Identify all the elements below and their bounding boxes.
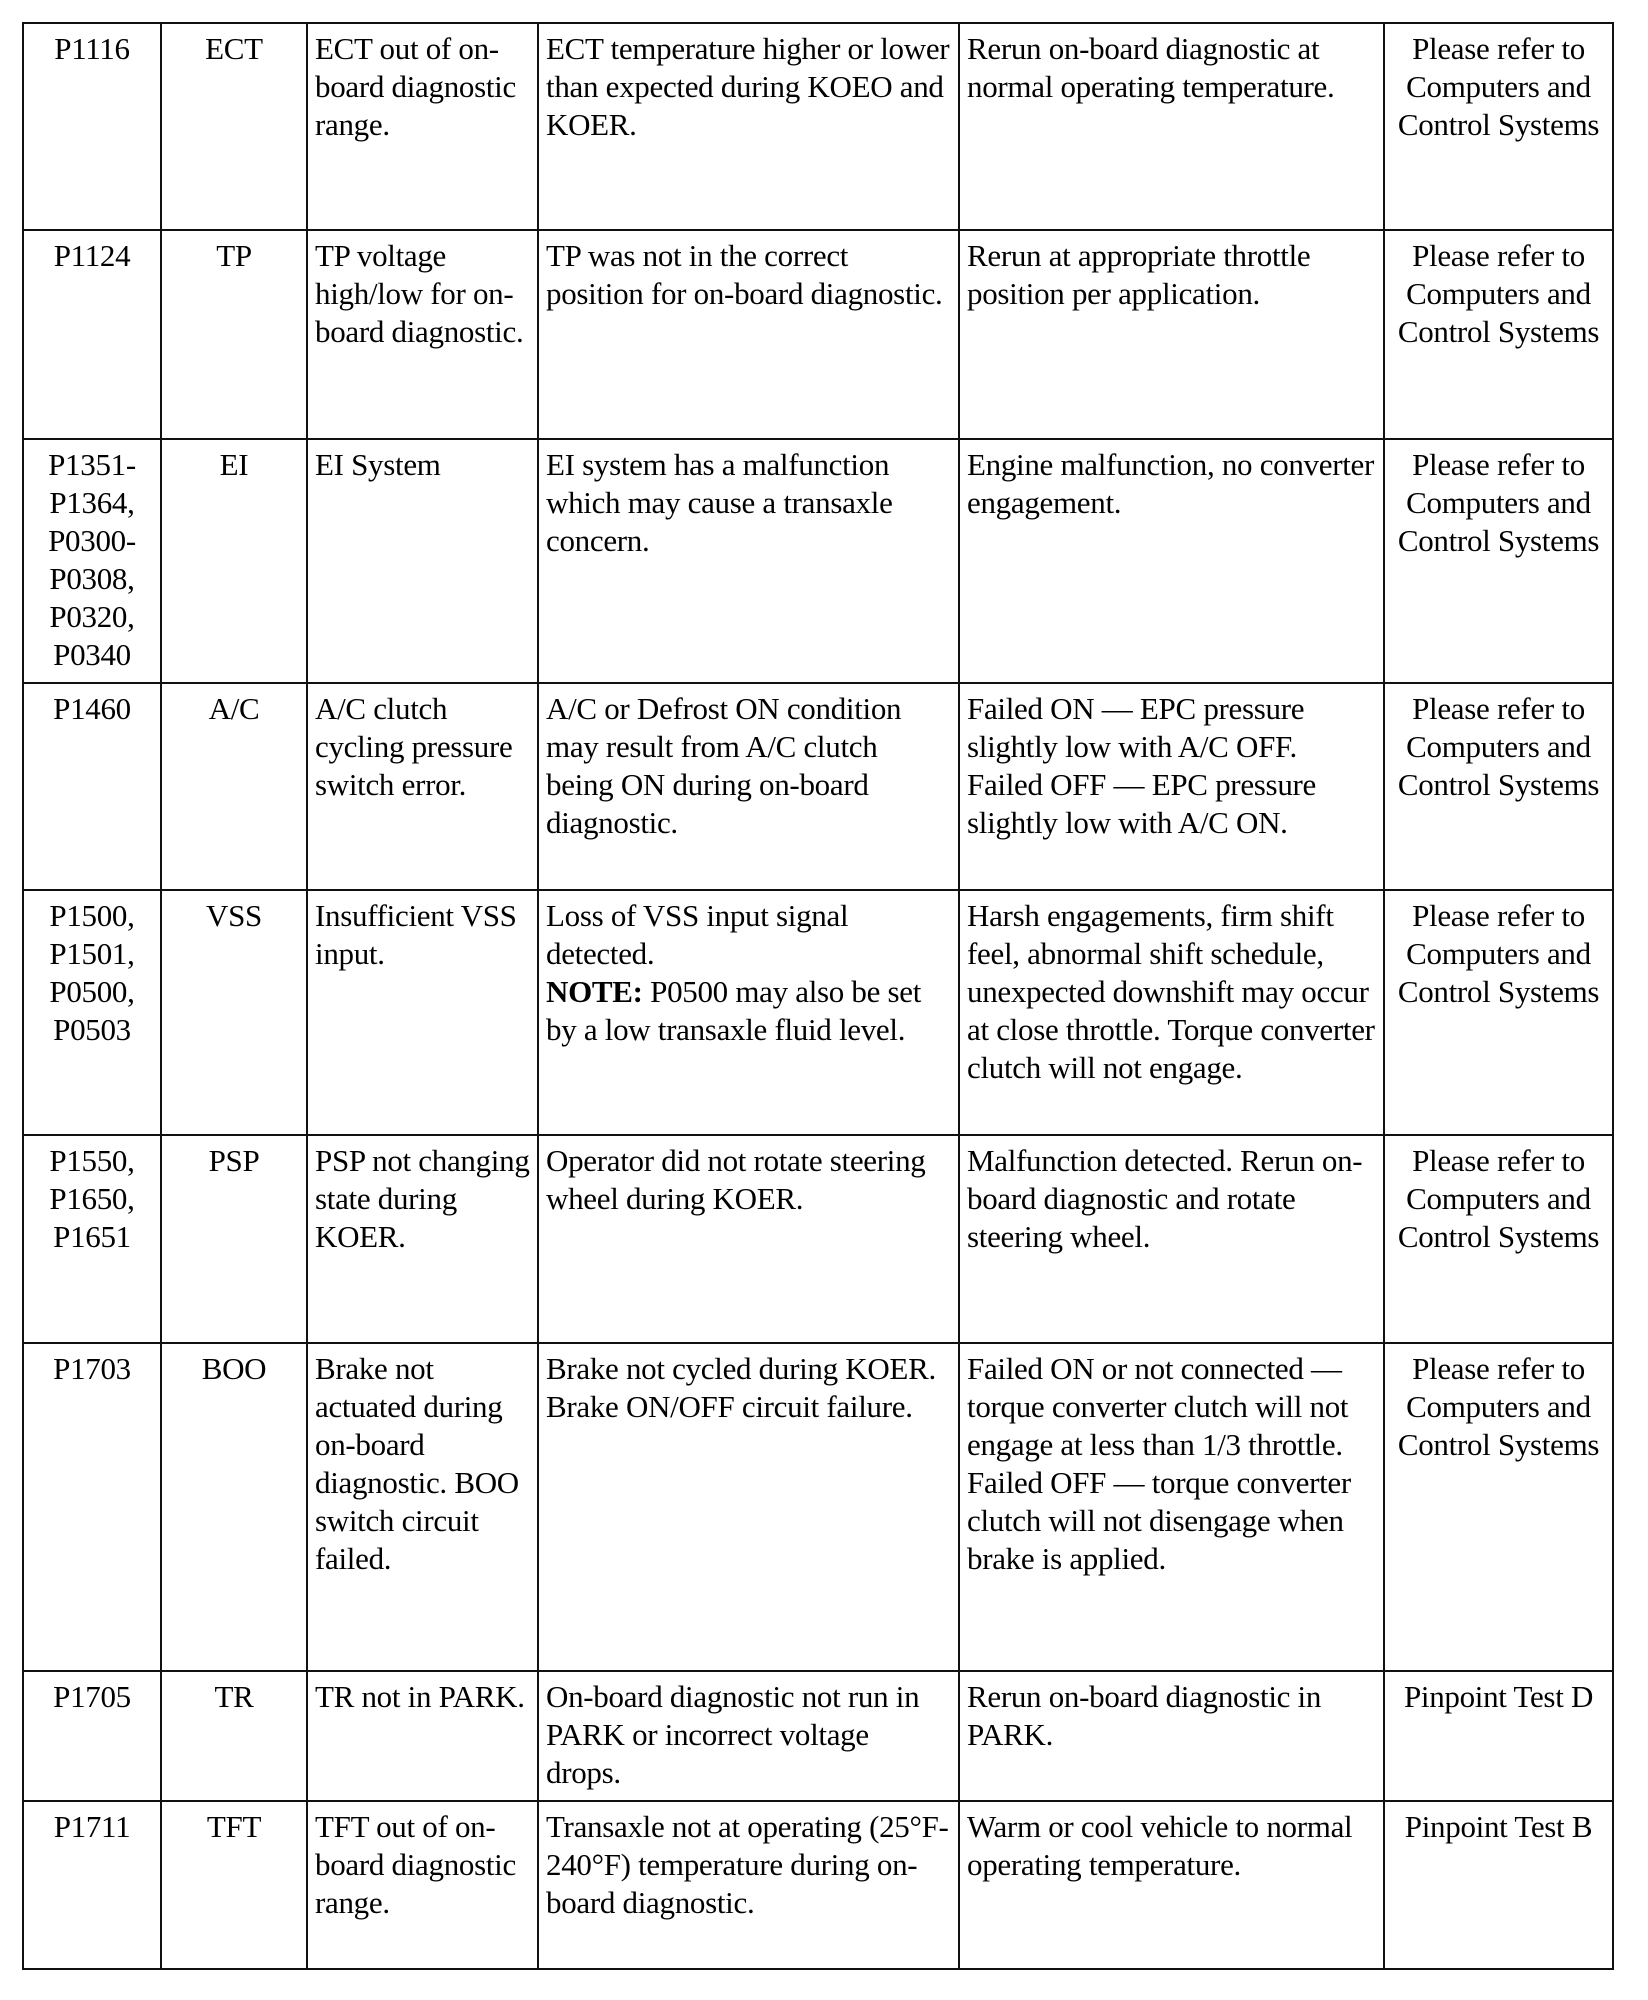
action-cell: Please refer to Computers and Control Sy… (1383, 1342, 1614, 1672)
condition-text: EI system has a malfunction which may ca… (546, 447, 893, 558)
table-row: P1500, P1501, P0500, P0503 VSS Insuffici… (22, 889, 1614, 1136)
description-cell: PSP not changing state during KOER. (306, 1134, 539, 1344)
table-row: P1711 TFT TFT out of on-board diagnostic… (22, 1800, 1614, 1970)
symptom-cell: Engine malfunction, no converter engagem… (958, 438, 1385, 684)
condition-cell: Loss of VSS input signal detected. NOTE: … (537, 889, 960, 1136)
note-text: P0500 may also be set by a low transaxle… (546, 974, 922, 1047)
condition-cell: Brake not cycled during KOER. Brake ON/O… (537, 1342, 960, 1672)
condition-cell: On-board diagnostic not run in PARK or i… (537, 1670, 960, 1802)
code-cell: P1460 (22, 682, 162, 891)
action-cell: Please refer to Computers and Control Sy… (1383, 438, 1614, 684)
symptom-cell: Harsh engagements, firm shift feel, abno… (958, 889, 1385, 1136)
action-cell: Please refer to Computers and Control Sy… (1383, 682, 1614, 891)
condition-text: On-board diagnostic not run in PARK or i… (546, 1679, 920, 1790)
code-cell: P1711 (22, 1800, 162, 1970)
symptom-cell: Warm or cool vehicle to normal operating… (958, 1800, 1385, 1970)
description-cell: Insufficient VSS input. (306, 889, 539, 1136)
symptom-cell: Rerun at appropriate throttle position p… (958, 229, 1385, 440)
condition-text: Transaxle not at operating (25°F-240°F) … (546, 1809, 949, 1920)
component-cell: ECT (160, 22, 308, 231)
symptom-cell: Failed ON — EPC pressure slightly low wi… (958, 682, 1385, 891)
description-cell: A/C clutch cycling pressure switch error… (306, 682, 539, 891)
action-cell: Please refer to Computers and Control Sy… (1383, 889, 1614, 1136)
table-row: P1550, P1650, P1651 PSP PSP not changing… (22, 1134, 1614, 1344)
table-row: P1703 BOO Brake not actuated during on-b… (22, 1342, 1614, 1672)
table-row: P1460 A/C A/C clutch cycling pressure sw… (22, 682, 1614, 891)
component-cell: TR (160, 1670, 308, 1802)
component-cell: A/C (160, 682, 308, 891)
component-cell: EI (160, 438, 308, 684)
note-label: NOTE: (546, 974, 643, 1009)
code-cell: P1351-P1364, P0300-P0308, P0320, P0340 (22, 438, 162, 684)
condition-cell: Operator did not rotate steering wheel d… (537, 1134, 960, 1344)
code-cell: P1500, P1501, P0500, P0503 (22, 889, 162, 1136)
component-cell: PSP (160, 1134, 308, 1344)
code-cell: P1124 (22, 229, 162, 440)
code-cell: P1550, P1650, P1651 (22, 1134, 162, 1344)
symptom-cell: Rerun on-board diagnostic in PARK. (958, 1670, 1385, 1802)
code-cell: P1703 (22, 1342, 162, 1672)
condition-text: Brake not cycled during KOER. Brake ON/O… (546, 1351, 936, 1424)
description-cell: TR not in PARK. (306, 1670, 539, 1802)
description-cell: TP voltage high/low for on-board diagnos… (306, 229, 539, 440)
condition-cell: EI system has a malfunction which may ca… (537, 438, 960, 684)
diagnostic-code-table: P1116 ECT ECT out of on-board diagnostic… (22, 22, 1614, 1970)
action-cell: Please refer to Computers and Control Sy… (1383, 1134, 1614, 1344)
component-cell: VSS (160, 889, 308, 1136)
component-cell: BOO (160, 1342, 308, 1672)
table-row: P1116 ECT ECT out of on-board diagnostic… (22, 22, 1614, 231)
code-cell: P1705 (22, 1670, 162, 1802)
component-cell: TP (160, 229, 308, 440)
condition-text: Operator did not rotate steering wheel d… (546, 1143, 926, 1216)
component-cell: TFT (160, 1800, 308, 1970)
action-cell: Please refer to Computers and Control Sy… (1383, 229, 1614, 440)
description-cell: ECT out of on-board diagnostic range. (306, 22, 539, 231)
condition-text: TP was not in the correct position for o… (546, 238, 943, 311)
condition-text: ECT temperature higher or lower than exp… (546, 31, 950, 142)
action-cell: Pinpoint Test B (1383, 1800, 1614, 1970)
table-row: P1351-P1364, P0300-P0308, P0320, P0340 E… (22, 438, 1614, 684)
condition-cell: Transaxle not at operating (25°F-240°F) … (537, 1800, 960, 1970)
table-row: P1705 TR TR not in PARK. On-board diagno… (22, 1670, 1614, 1802)
action-cell: Pinpoint Test D (1383, 1670, 1614, 1802)
symptom-cell: Malfunction detected. Rerun on-board dia… (958, 1134, 1385, 1344)
symptom-cell: Rerun on-board diagnostic at normal oper… (958, 22, 1385, 231)
condition-cell: TP was not in the correct position for o… (537, 229, 960, 440)
condition-text: Loss of VSS input signal detected. (546, 898, 849, 971)
table-row: P1124 TP TP voltage high/low for on-boar… (22, 229, 1614, 440)
action-cell: Please refer to Computers and Control Sy… (1383, 22, 1614, 231)
description-cell: TFT out of on-board diagnostic range. (306, 1800, 539, 1970)
condition-cell: ECT temperature higher or lower than exp… (537, 22, 960, 231)
description-cell: Brake not actuated during on-board diagn… (306, 1342, 539, 1672)
symptom-cell: Failed ON or not connected — torque conv… (958, 1342, 1385, 1672)
code-cell: P1116 (22, 22, 162, 231)
condition-cell: A/C or Defrost ON condition may result f… (537, 682, 960, 891)
condition-text: A/C or Defrost ON condition may result f… (546, 691, 902, 840)
description-cell: EI System (306, 438, 539, 684)
